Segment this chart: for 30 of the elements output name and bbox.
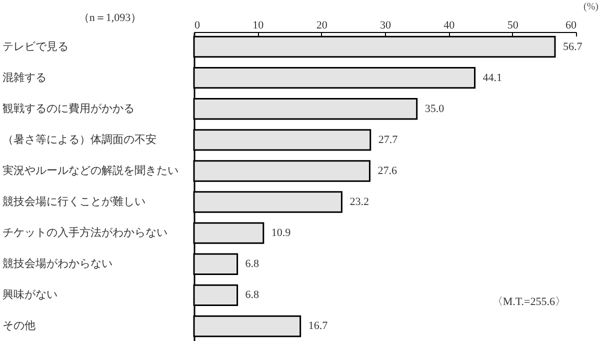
data-label: 27.7 [378, 134, 398, 146]
y-tick-label: 競技会場がわからない [2, 257, 112, 270]
x-tick-label: 50 [507, 20, 519, 32]
y-tick-label: テレビで見る [2, 40, 68, 53]
x-tick-label: 60 [566, 20, 577, 32]
data-label: 6.8 [245, 289, 260, 302]
data-label: 35.0 [424, 102, 445, 115]
y-tick-label: 混雑する [2, 72, 46, 84]
data-label: 27.6 [378, 164, 398, 177]
x-tick-label: 30 [380, 20, 392, 32]
data-label: 56.7 [562, 40, 583, 53]
data-label: 16.7 [308, 320, 328, 332]
data-label: 44.1 [482, 72, 502, 84]
y-tick-label: その他 [2, 320, 36, 332]
y-tick-label: チケットの入手方法がわからない [2, 226, 168, 240]
x-tick-label: 40 [444, 20, 456, 32]
x-tick-label: 20 [316, 20, 328, 32]
x-axis-title: (%) [584, 2, 598, 12]
annotation: 〈M.T.=255.6〉 [492, 296, 566, 308]
y-tick-label: 観戦するのに費用がかかる [2, 102, 134, 115]
data-label: 23.2 [350, 196, 369, 208]
y-tick-label: （暑さ等による）体調面の不安 [2, 132, 156, 146]
y-tick-label: 競技会場に行くことが難しい [2, 195, 146, 208]
y-tick-label: 興味がない [2, 288, 58, 302]
data-label: 6.8 [245, 258, 260, 270]
x-tick-label: 0 [194, 20, 200, 32]
data-label: 10.9 [271, 227, 292, 240]
text: （n＝1,093） [78, 12, 142, 24]
x-tick-label: 10 [252, 20, 264, 32]
y-tick-label: 実況やルールなどの解説を聞きたい [2, 164, 178, 177]
